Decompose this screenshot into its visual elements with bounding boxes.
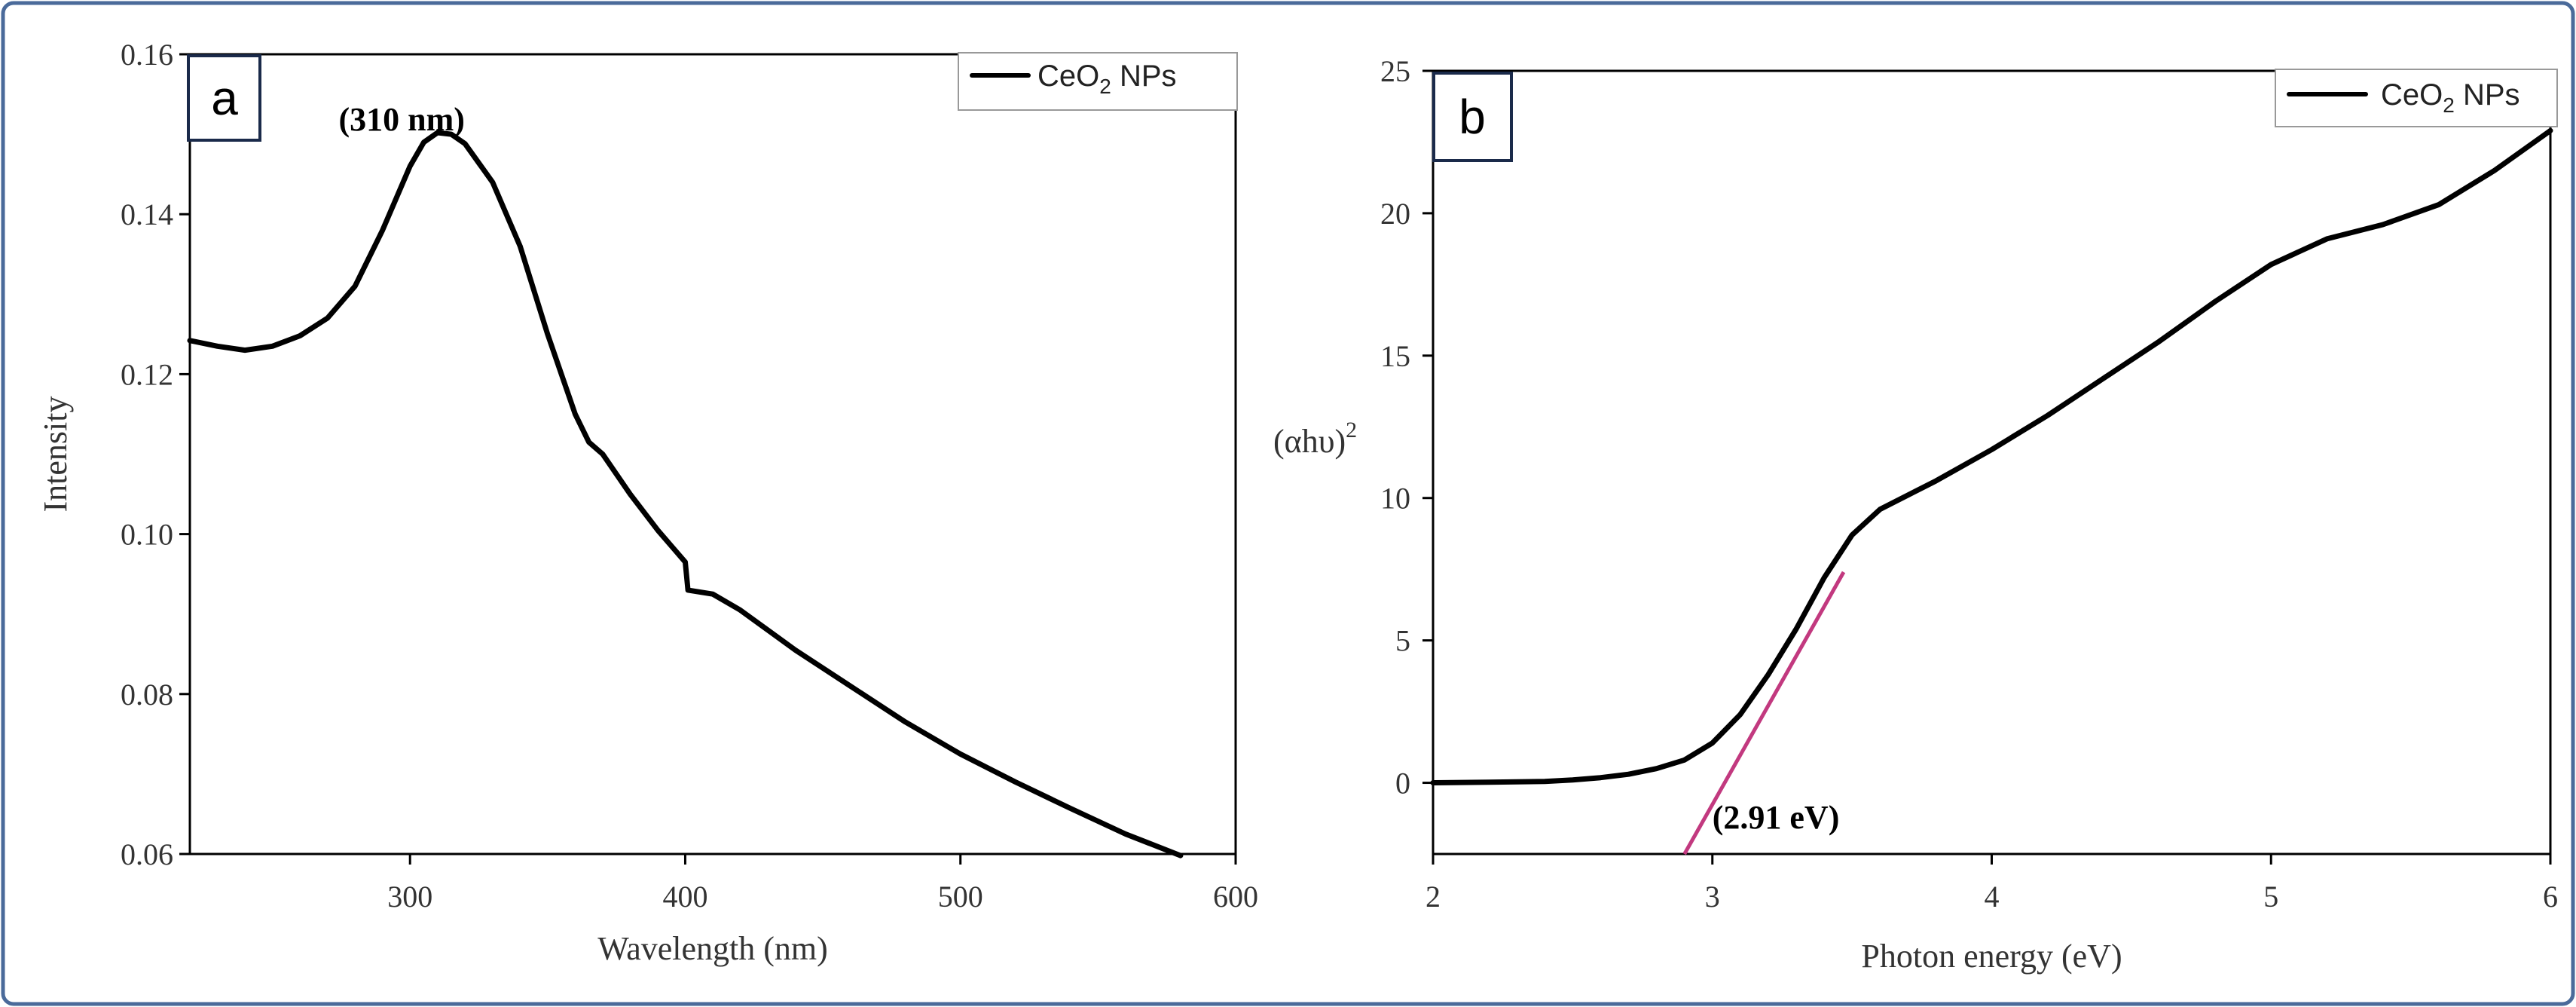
- chart-b-ytick-label: 10: [1380, 482, 1410, 516]
- chart-a-ytick-label: 0.08: [121, 678, 173, 712]
- chart-a-x-axis-title: Wavelength (nm): [597, 930, 828, 967]
- chart-a-ytick-label: 0.16: [121, 38, 173, 72]
- chart-a-y-axis-title: Intensity: [37, 396, 74, 513]
- chart-a-xtick-label: 300: [387, 880, 432, 914]
- chart-b-xtick-label: 6: [2543, 880, 2558, 914]
- chart-b-legend: CeO2 NPs: [2275, 69, 2558, 127]
- chart-b-panel-label: b: [1459, 90, 1486, 144]
- chart-a-ytick-label: 0.10: [121, 518, 173, 552]
- chart-a-legend-label: CeO2 NPs: [1037, 60, 1177, 98]
- chart-a-panel-label: a: [211, 71, 238, 125]
- chart-b-bandgap-annotation: (2.91 eV): [1713, 799, 1840, 836]
- chart-b-series-line: [1430, 127, 2553, 785]
- chart-a-ytick-label: 0.12: [121, 357, 173, 391]
- chart-b-xtick-label: 3: [1705, 880, 1720, 914]
- chart-panel-a: 300 400 500 600 0.06 0.08 0.10 0.12 0.14 0.16 Wave…: [37, 38, 1258, 967]
- chart-b-xtick-label: 5: [2263, 880, 2278, 914]
- chart-a-axes: 300 400 500 600 0.06 0.08 0.10 0.12 0.14 0.16 Wave…: [37, 38, 1258, 967]
- chart-b-axes: 2 3 4 5 6 0 5 10 15 20 25 Photon energy (eV) (αhυ)2: [1273, 54, 2558, 975]
- chart-a-peak-annotation: (310 nm): [339, 101, 465, 138]
- chart-a-ytick-label: 0.06: [121, 837, 173, 871]
- chart-a-ytick-label: 0.14: [121, 197, 173, 231]
- chart-a-legend-box: [958, 52, 1238, 111]
- chart-b-x-axis-title: Photon energy (eV): [1861, 938, 2122, 975]
- chart-a-plot-area: [188, 53, 1237, 855]
- chart-b-ytick-label: 15: [1380, 339, 1410, 373]
- chart-a-series-line: [187, 130, 1184, 859]
- chart-b-fit-line: [1682, 571, 1846, 855]
- chart-a-xtick-label: 500: [938, 880, 983, 914]
- chart-b-xtick-label: 2: [1426, 880, 1441, 914]
- chart-b-xtick-label: 4: [1985, 880, 2000, 914]
- chart-b-ytick-label: 20: [1380, 197, 1410, 231]
- chart-b-y-axis-title: (αhυ)2: [1273, 418, 1357, 460]
- chart-b-legend-box: [2275, 69, 2558, 127]
- chart-a-xtick-label: 400: [662, 880, 707, 914]
- chart-b-ytick-label: 5: [1395, 624, 1410, 658]
- chart-b-panel-box: [1432, 72, 1513, 162]
- chart-b-legend-label: CeO2 NPs: [2381, 78, 2520, 117]
- chart-a-xtick-label: 600: [1213, 880, 1258, 914]
- chart-b-ytick-label: 25: [1380, 54, 1410, 88]
- chart-b-ytick-label: 0: [1395, 767, 1410, 800]
- chart-a-legend: CeO2 NPs: [958, 52, 1238, 111]
- chart-a-panel-box: [187, 54, 261, 142]
